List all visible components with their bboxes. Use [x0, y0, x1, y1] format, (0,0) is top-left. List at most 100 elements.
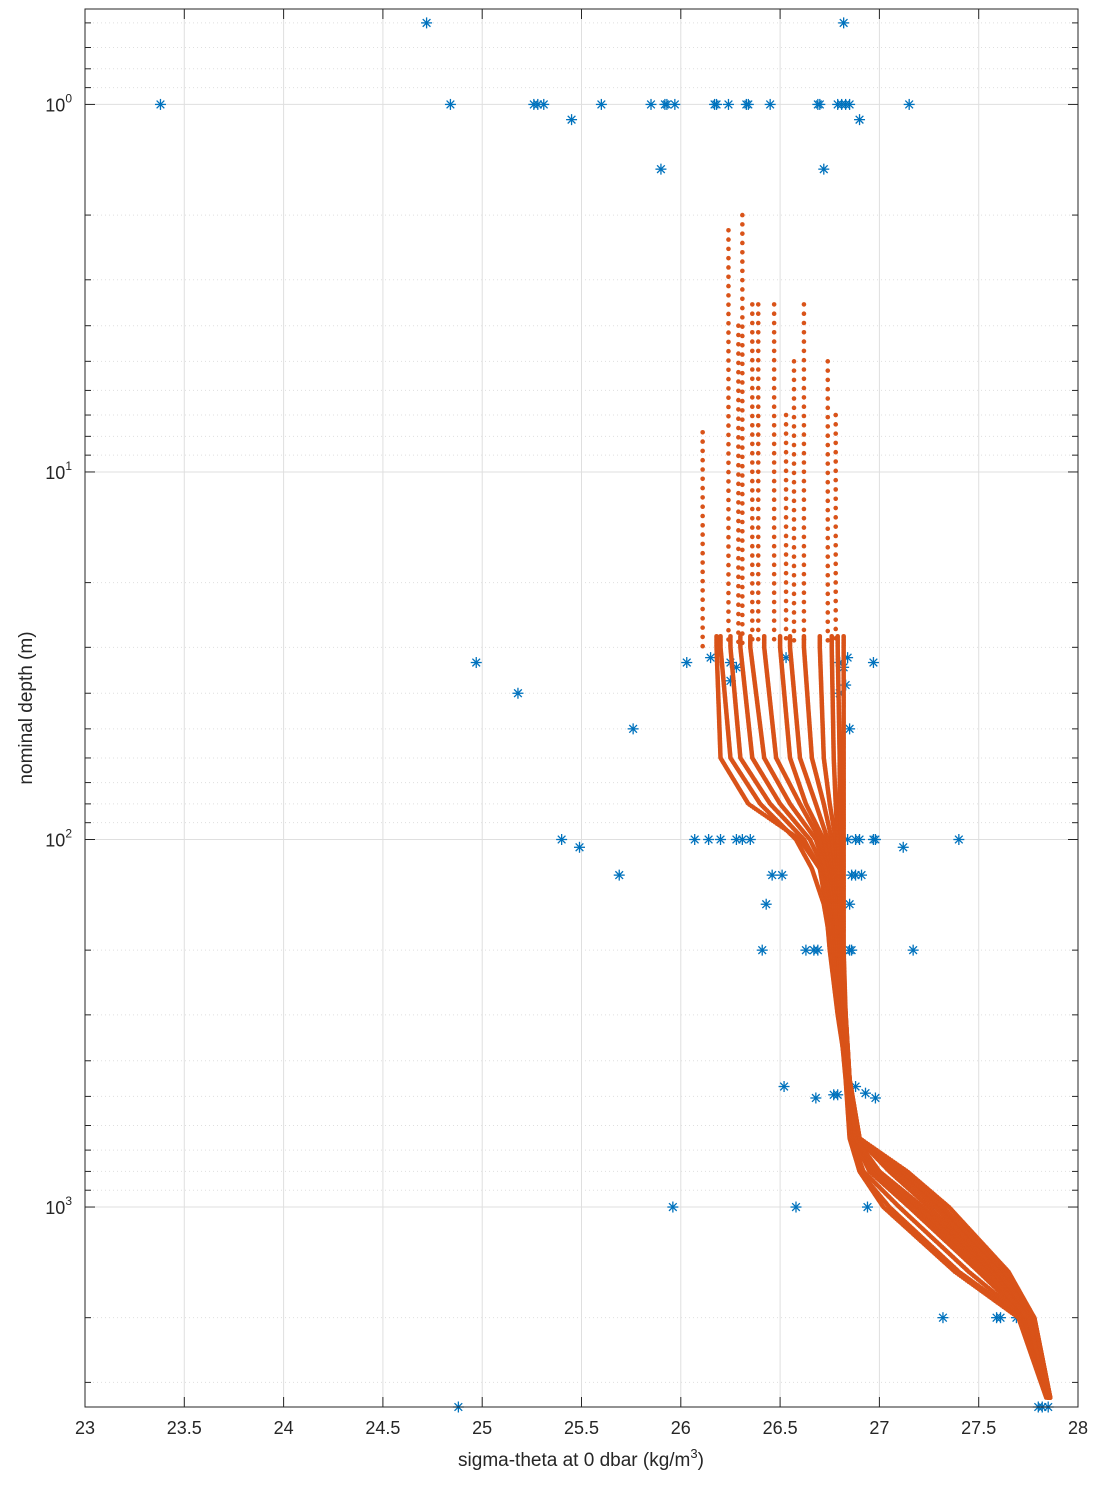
series-2-point: [726, 265, 731, 270]
series-2-point: [736, 463, 741, 468]
series-1-point: [904, 99, 915, 110]
series-2-point: [756, 497, 761, 502]
series-2-point: [740, 250, 745, 255]
series-2-point: [750, 507, 755, 512]
series-2-point: [825, 461, 830, 466]
series-2-point: [740, 548, 745, 553]
series-2-point: [700, 570, 705, 575]
series-2-point: [736, 565, 741, 570]
series-2-point: [833, 478, 838, 483]
series-1-point: [512, 688, 523, 699]
series-2-point: [772, 581, 777, 586]
series-2-point: [750, 535, 755, 540]
series-2-point: [726, 526, 731, 531]
series-2-point: [726, 386, 731, 391]
series-1-point: [846, 945, 857, 956]
series-2-point: [700, 514, 705, 519]
series-2-point: [726, 237, 731, 242]
series-2-point: [802, 488, 807, 493]
series-2-point: [740, 455, 745, 460]
series-1-point: [814, 99, 825, 110]
series-2-point: [726, 563, 731, 568]
series-2-point: [825, 573, 830, 578]
series-2-point: [740, 343, 745, 348]
series-2-point: [736, 575, 741, 580]
series-2-point: [802, 516, 807, 521]
series-2-point: [802, 330, 807, 335]
series-2-point: [750, 376, 755, 381]
series-2-point: [825, 396, 830, 401]
series-2-point: [792, 480, 797, 485]
series-2-point: [740, 380, 745, 385]
series-2-point: [756, 581, 761, 586]
series-2-point: [772, 497, 777, 502]
series-2-point: [772, 321, 777, 326]
series-2-point: [792, 619, 797, 624]
series-2-point: [784, 636, 789, 641]
series-2-point: [726, 442, 731, 447]
series-2-point: [756, 600, 761, 605]
series-2-point: [750, 442, 755, 447]
series-2-point: [825, 629, 830, 634]
series-2-point: [833, 515, 838, 520]
series-2-point: [833, 506, 838, 511]
series-2-point: [736, 454, 741, 459]
series-2-point: [802, 609, 807, 614]
series-2-point: [740, 557, 745, 562]
series-2-point: [726, 591, 731, 596]
series-2-point: [726, 554, 731, 559]
series-2-point: [736, 435, 741, 440]
series-2-point: [700, 607, 705, 612]
series-2-point: [756, 451, 761, 456]
series-1-point: [765, 99, 776, 110]
series-2-point: [736, 361, 741, 366]
series-2-point: [726, 256, 731, 261]
series-2-point: [825, 536, 830, 541]
series-2-point: [726, 572, 731, 577]
series-2-point: [833, 450, 838, 455]
series-2-point: [700, 467, 705, 472]
series-2-point: [740, 324, 745, 329]
series-2-point: [784, 562, 789, 567]
series-1-point: [471, 657, 482, 668]
series-1-point: [810, 1092, 821, 1103]
series-2-point: [740, 613, 745, 618]
series-2-point: [792, 443, 797, 448]
series-1-point: [860, 1088, 871, 1099]
series-2-point: [802, 432, 807, 437]
series-2-point: [750, 516, 755, 521]
series-2-point: [833, 496, 838, 501]
series-2-point: [784, 469, 789, 474]
series-1-point: [757, 945, 768, 956]
series-2-point: [802, 628, 807, 633]
series-2-point: [740, 501, 745, 506]
series-2-point: [833, 627, 838, 632]
series-2-point: [756, 535, 761, 540]
series-2-point: [740, 464, 745, 469]
series-2-point: [740, 427, 745, 432]
series-2-point: [740, 603, 745, 608]
series-2-point: [792, 415, 797, 420]
series-2-point: [772, 516, 777, 521]
series-2-point: [726, 488, 731, 493]
series-2-point: [802, 581, 807, 586]
series-2-point: [750, 414, 755, 419]
series-2-point: [772, 470, 777, 475]
series-1-point: [596, 99, 607, 110]
series-2-point: [736, 398, 741, 403]
series-2-point: [726, 321, 731, 326]
series-2-point: [825, 433, 830, 438]
series-2-point: [825, 526, 830, 531]
series-2-point: [750, 581, 755, 586]
series-2-point: [736, 500, 741, 505]
series-2-point: [726, 312, 731, 317]
series-2-point: [784, 580, 789, 585]
series-2-point: [700, 495, 705, 500]
series-1-point: [761, 899, 772, 910]
series-2-point: [756, 330, 761, 335]
series-2-point: [756, 488, 761, 493]
series-2-point: [825, 499, 830, 504]
series-2-point: [700, 551, 705, 556]
series-1-point: [703, 834, 714, 845]
series-2-point: [740, 622, 745, 627]
